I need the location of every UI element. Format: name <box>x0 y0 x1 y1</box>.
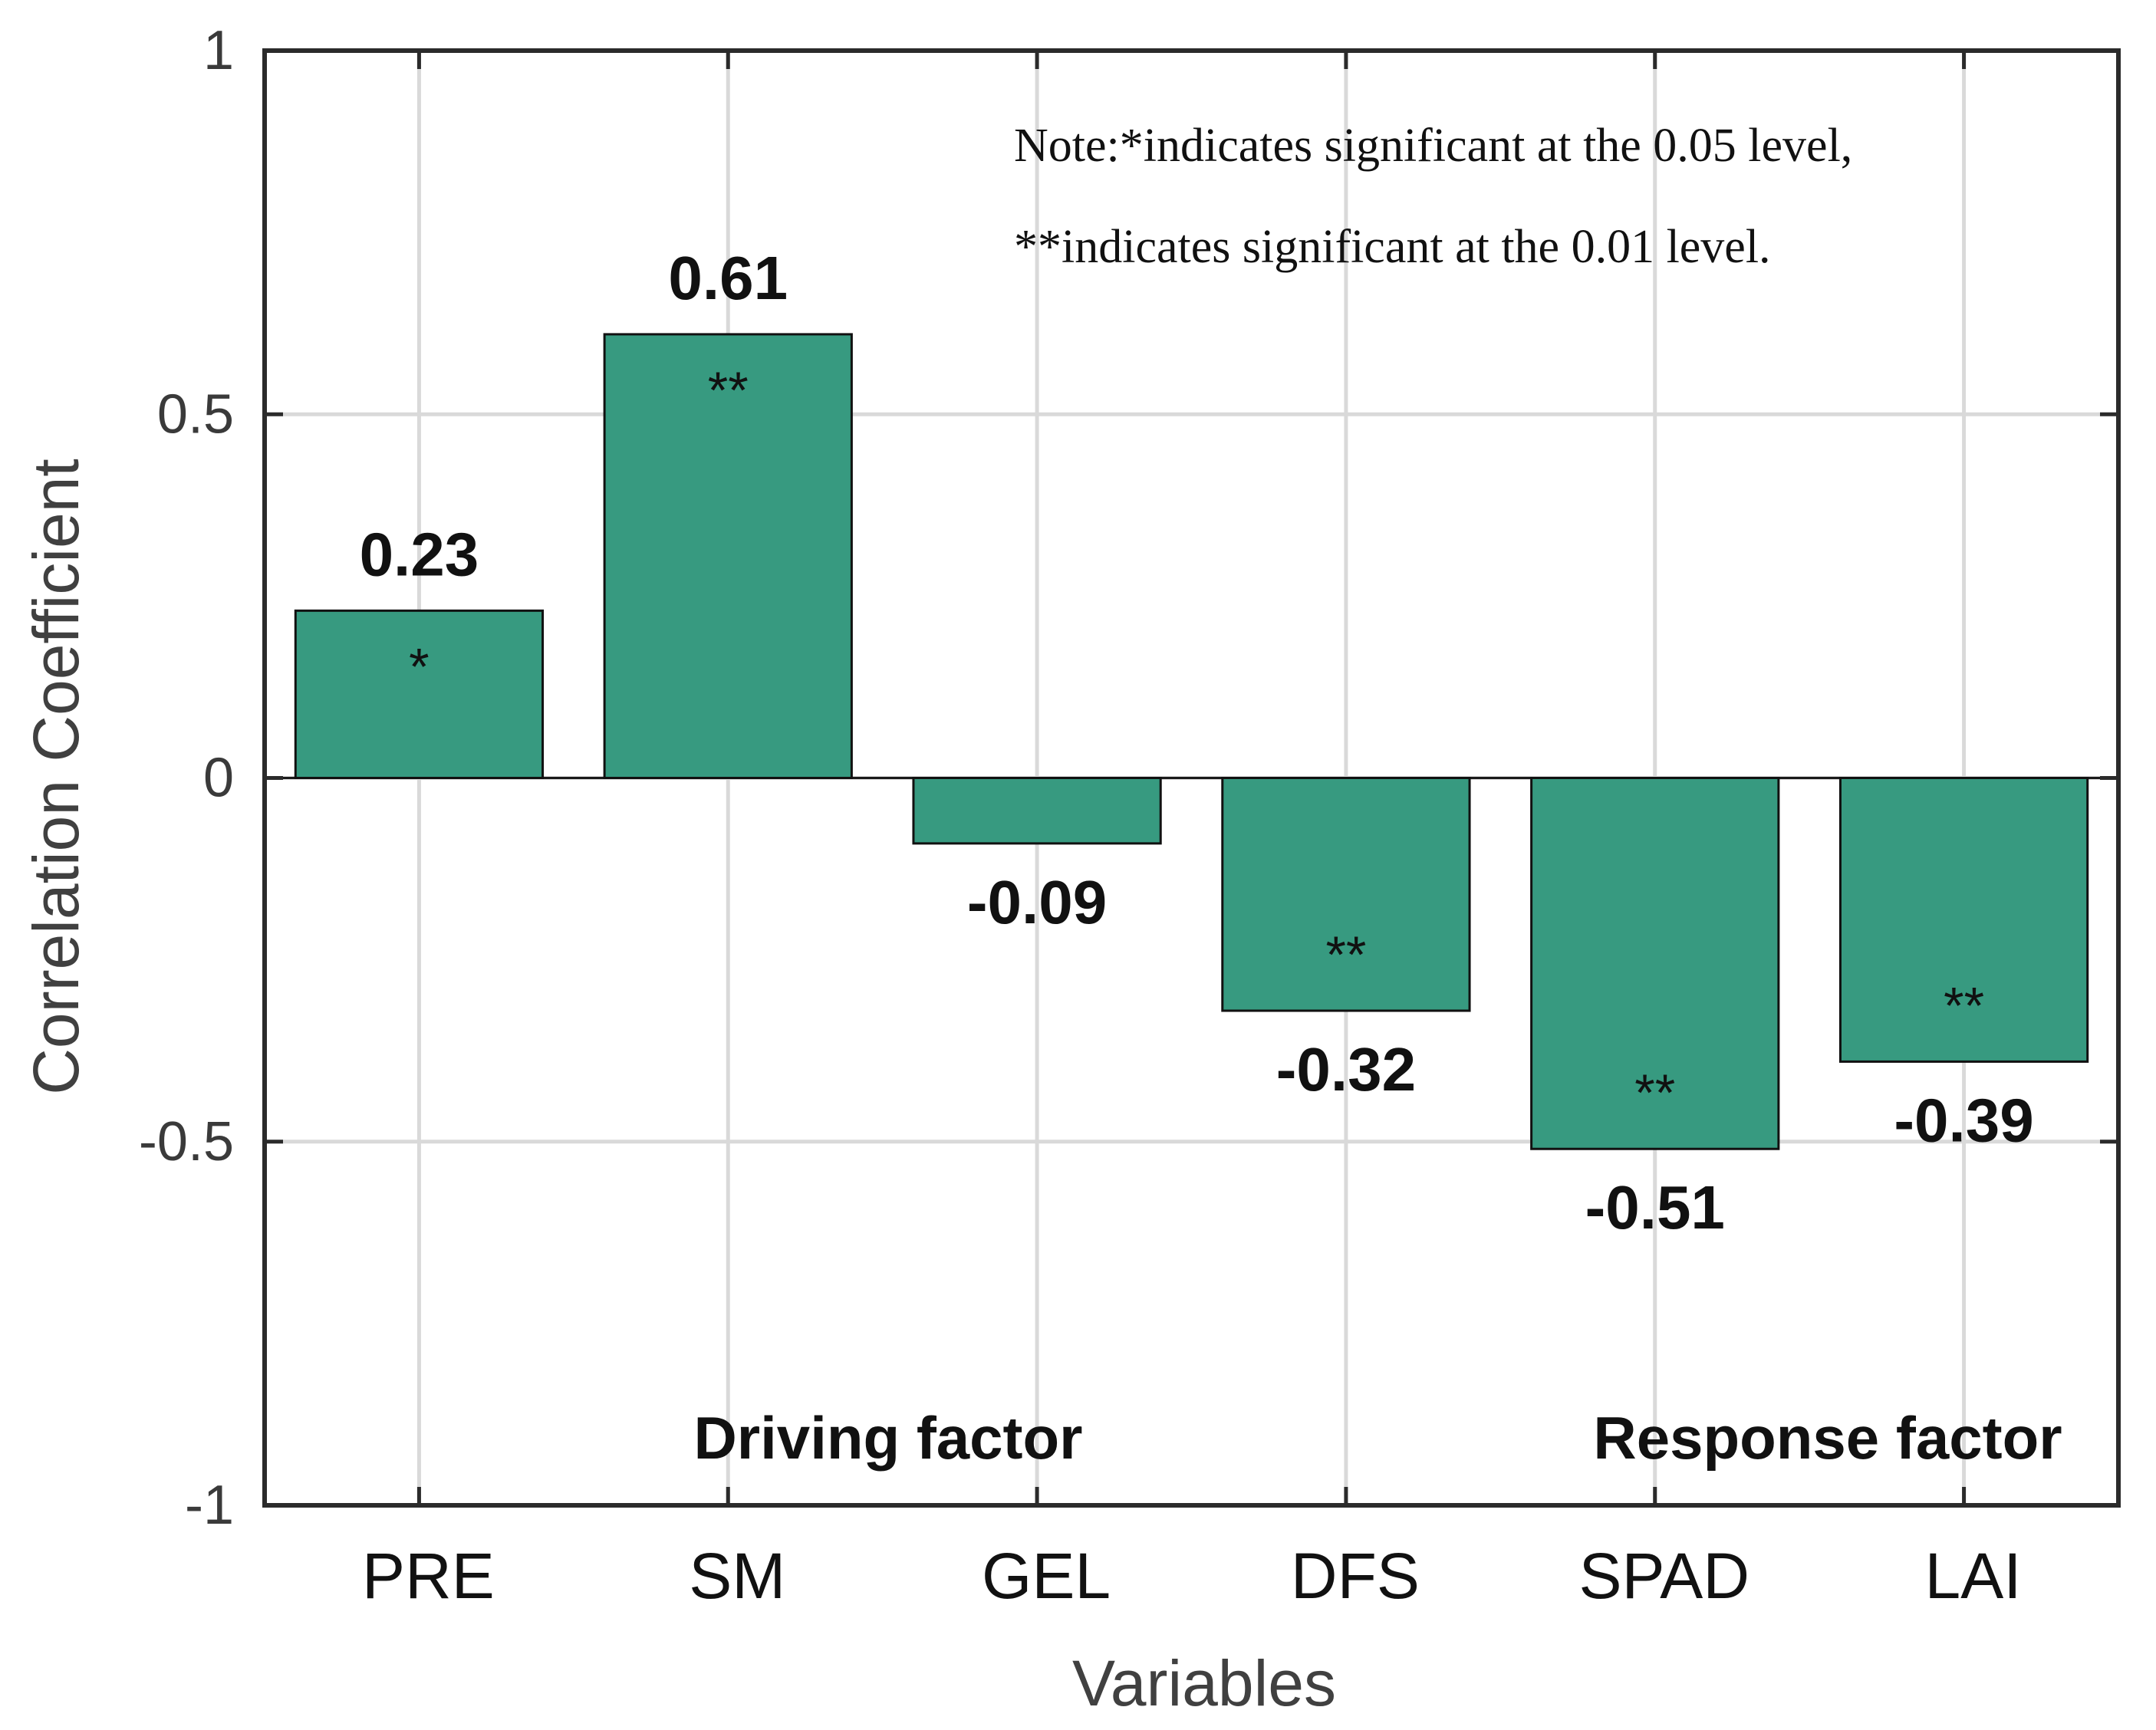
value-label-gel: -0.09 <box>967 868 1107 936</box>
significance-marker-spad: ** <box>1634 1064 1675 1122</box>
group-label-response-factor: Response factor <box>1593 1404 2062 1472</box>
chart-text: Variables Correlation Coefficient Note:*… <box>20 20 2062 1719</box>
bar-spad <box>1530 777 1780 1150</box>
bars <box>294 333 2089 1150</box>
value-label-pre: 0.23 <box>360 520 479 588</box>
significance-marker-dfs: ** <box>1325 926 1366 984</box>
x-tick-label-pre: PRE <box>362 1540 495 1612</box>
bar-sm <box>603 333 853 780</box>
x-axis-title: Variables <box>1072 1647 1336 1719</box>
y-tick-label-0: -1 <box>185 1475 234 1536</box>
significance-marker-lai: ** <box>1944 976 1984 1034</box>
x-tick-label-lai: LAI <box>1925 1540 2022 1612</box>
x-tick-label-gel: GEL <box>982 1540 1111 1612</box>
plot-frame <box>262 48 2121 1508</box>
value-label-spad: -0.51 <box>1585 1173 1725 1242</box>
bar-dfs <box>1221 777 1471 1012</box>
significance-marker-sm: ** <box>708 361 749 419</box>
significance-marker-pre: * <box>409 637 429 696</box>
bar-lai <box>1838 777 2089 1063</box>
value-label-sm: 0.61 <box>668 244 788 312</box>
bar-gel <box>912 777 1162 845</box>
x-tick-label-dfs: DFS <box>1291 1540 1420 1612</box>
y-axis-title: Correlation Coefficient <box>20 459 92 1095</box>
y-tick-label-4: 1 <box>203 20 234 81</box>
x-tick-label-sm: SM <box>689 1540 785 1612</box>
significance-note-line-2: **indicates significant at the 0.01 leve… <box>1014 221 1771 273</box>
y-tick-label-2: 0 <box>203 748 234 809</box>
group-label-driving-factor: Driving factor <box>693 1404 1082 1472</box>
significance-note-line-1: Note:*indicates significant at the 0.05 … <box>1014 120 1852 172</box>
y-tick-label-3: 0.5 <box>157 383 234 445</box>
bar-pre <box>294 609 545 779</box>
y-tick-label-1: -0.5 <box>139 1111 234 1173</box>
value-label-lai: -0.39 <box>1894 1086 2033 1154</box>
value-label-dfs: -0.32 <box>1276 1035 1416 1103</box>
x-tick-label-spad: SPAD <box>1578 1540 1749 1612</box>
